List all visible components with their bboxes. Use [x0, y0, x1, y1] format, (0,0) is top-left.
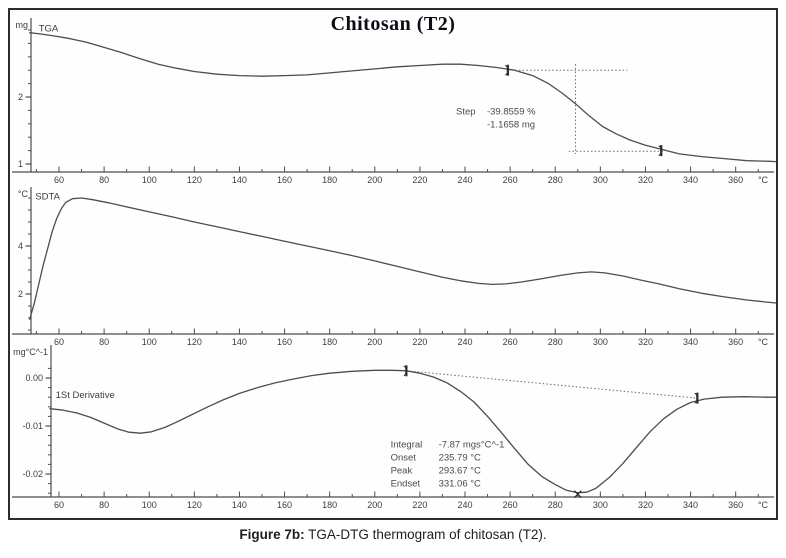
- x-tick-label: 260: [503, 500, 518, 510]
- step-annotation-mass: -1.1658 mg: [487, 119, 535, 130]
- y-tick-label: 2: [18, 92, 23, 102]
- x-axis-unit-label: °C: [758, 337, 769, 347]
- x-tick-label: 200: [367, 175, 382, 185]
- result-label: Integral: [391, 440, 423, 451]
- x-tick-label: 360: [728, 175, 743, 185]
- thermogram-chart: 60 80 100 120 140 160 180 200 220 240 260 280 300 320…: [12, 18, 776, 510]
- y-tick-label: 0.00: [25, 373, 43, 383]
- cross-marker: [573, 490, 582, 499]
- x-tick-label: 140: [232, 337, 247, 347]
- x-tick-label: 280: [548, 500, 563, 510]
- x-axis-unit-label: °C: [758, 175, 769, 185]
- 1st-derivative-curve-label: 1St Derivative: [56, 390, 115, 401]
- x-tick-label: 300: [593, 175, 608, 185]
- y-axis-unit-label: mg: [15, 20, 28, 30]
- x-tick-label: 80: [99, 337, 109, 347]
- x-tick-label: 260: [503, 175, 518, 185]
- x-tick-label: 100: [142, 337, 157, 347]
- tga-curve-label: TGA: [39, 23, 59, 34]
- x-tick-label: 160: [277, 175, 292, 185]
- result-value: 331.06 °C: [439, 479, 481, 490]
- x-tick-label: 140: [232, 500, 247, 510]
- x-tick-label: 180: [322, 175, 337, 185]
- x-tick-label: 300: [593, 500, 608, 510]
- y-tick-label: 2: [18, 289, 23, 299]
- chart-title: Chitosan (T2): [330, 13, 456, 35]
- x-tick-label: 320: [638, 175, 653, 185]
- x-tick-label: 120: [187, 500, 202, 510]
- 1st-derivative-curve: [49, 369, 776, 494]
- y-tick-label: -0.02: [22, 469, 43, 479]
- x-tick-label: 280: [548, 175, 563, 185]
- x-tick-label: 240: [457, 175, 472, 185]
- x-tick-label: 220: [412, 500, 427, 510]
- x-tick-label: 120: [187, 175, 202, 185]
- x-tick-label: 320: [638, 337, 653, 347]
- caption-label: Figure 7b:: [239, 527, 305, 542]
- result-label: Peak: [391, 466, 413, 477]
- x-tick-label: 360: [728, 337, 743, 347]
- flag-marker-tip: [658, 145, 662, 149]
- x-tick-label: 220: [412, 337, 427, 347]
- x-tick-label: 140: [232, 175, 247, 185]
- x-tick-label: 200: [367, 337, 382, 347]
- x-tick-label: 200: [367, 500, 382, 510]
- figure-frame: Chitosan (T2) 60 80 100 120 140 160 180 200 220 2…: [8, 8, 778, 520]
- y-axis-unit-label: mg°C^-1: [13, 347, 48, 357]
- result-value: -7.87 mgs°C^-1: [439, 440, 505, 451]
- x-tick-label: 320: [638, 500, 653, 510]
- y-tick-label: 4: [18, 241, 23, 251]
- figure-caption: Figure 7b: TGA-DTG thermogram of chitosa…: [0, 527, 786, 542]
- x-tick-label: 340: [683, 175, 698, 185]
- x-tick-label: 160: [277, 500, 292, 510]
- x-tick-label: 80: [99, 500, 109, 510]
- tga-curve: [29, 32, 776, 163]
- sdta-curve: [29, 197, 776, 320]
- y-tick-label: -0.01: [22, 421, 43, 431]
- result-label: Onset: [391, 453, 417, 464]
- x-tick-label: 100: [142, 500, 157, 510]
- x-tick-label: 60: [54, 500, 64, 510]
- x-tick-label: 180: [322, 337, 337, 347]
- flag-marker-tip: [403, 372, 407, 377]
- x-tick-label: 160: [277, 337, 292, 347]
- x-tick-label: 60: [54, 175, 64, 185]
- y-axis-unit-label: °C: [18, 189, 29, 199]
- caption-text: TGA-DTG thermogram of chitosan (T2).: [304, 527, 547, 542]
- flag-marker-tip: [505, 64, 509, 69]
- x-tick-label: 260: [503, 337, 518, 347]
- x-tick-label: 300: [593, 337, 608, 347]
- result-label: Endset: [391, 479, 421, 490]
- y-tick-label: 1: [18, 159, 23, 169]
- x-tick-label: 180: [322, 500, 337, 510]
- sdta-curve-label: SDTA: [35, 192, 60, 203]
- x-tick-label: 240: [457, 500, 472, 510]
- x-axis-unit-label: °C: [758, 500, 769, 510]
- dotted-line: [406, 370, 698, 399]
- x-tick-label: 60: [54, 337, 64, 347]
- result-value: 235.79 °C: [439, 453, 481, 464]
- x-tick-label: 80: [99, 175, 109, 185]
- step-annotation-percent: -39.8559 %: [487, 106, 536, 117]
- x-tick-label: 360: [728, 500, 743, 510]
- flag-marker-tip: [694, 400, 698, 404]
- x-tick-label: 100: [142, 175, 157, 185]
- flag-marker-tip: [694, 392, 698, 397]
- x-tick-label: 120: [187, 337, 202, 347]
- step-annotation-label: Step: [456, 106, 476, 117]
- x-tick-label: 340: [683, 500, 698, 510]
- flag-marker-tip: [505, 72, 509, 76]
- x-tick-label: 240: [457, 337, 472, 347]
- result-value: 293.67 °C: [439, 466, 481, 477]
- flag-marker-tip: [403, 365, 407, 369]
- flag-marker-tip: [658, 152, 662, 156]
- x-tick-label: 220: [412, 175, 427, 185]
- x-tick-label: 280: [548, 337, 563, 347]
- x-tick-label: 340: [683, 337, 698, 347]
